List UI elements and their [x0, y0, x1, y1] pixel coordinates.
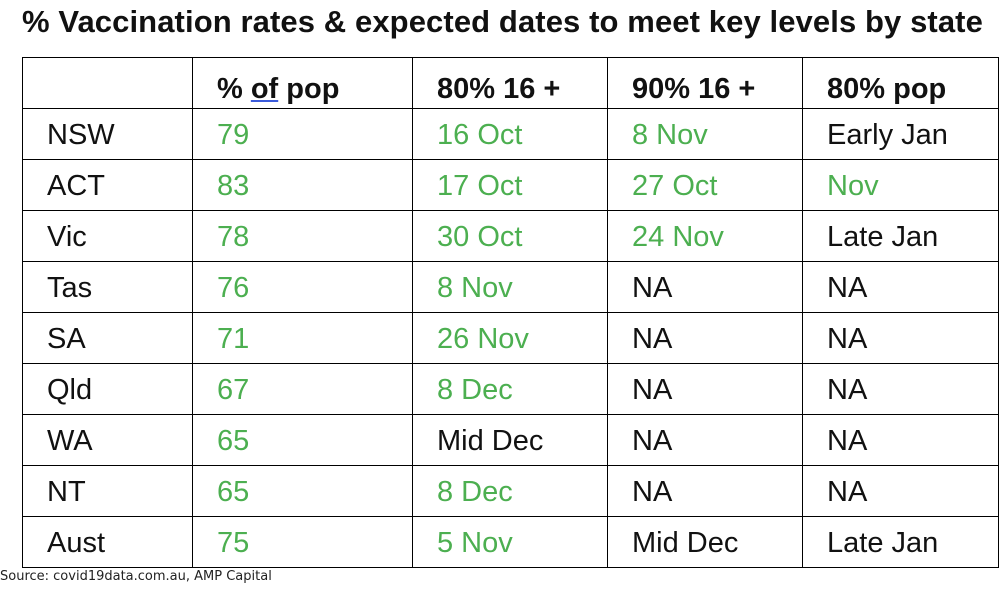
cell-state: NSW — [22, 108, 193, 160]
header-pct-post: pop — [278, 73, 340, 105]
cell-80-16plus: 17 Oct — [412, 159, 608, 211]
cell-state: NT — [22, 465, 193, 517]
cell-80-16plus: 8 Nov — [412, 261, 608, 313]
table-row: Vic 78 30 Oct 24 Nov Late Jan — [22, 210, 999, 262]
cell-80-pop: NA — [802, 261, 999, 313]
cell-80-16plus: 26 Nov — [412, 312, 608, 364]
cell-80-16plus: 8 Dec — [412, 465, 608, 517]
cell-80-16plus: 5 Nov — [412, 516, 608, 568]
cell-80-pop: Late Jan — [802, 210, 999, 262]
table-row: Qld 67 8 Dec NA NA — [22, 363, 999, 415]
cell-80-pop: Early Jan — [802, 108, 999, 160]
cell-pct-of-pop: 75 — [192, 516, 413, 568]
header-90-16plus: 90% 16 + — [607, 57, 803, 109]
cell-pct-of-pop: 65 — [192, 465, 413, 517]
header-pct-of: of — [250, 73, 279, 105]
cell-pct-of-pop: 71 — [192, 312, 413, 364]
header-80-16plus: 80% 16 + — [412, 57, 608, 109]
cell-pct-of-pop: 79 — [192, 108, 413, 160]
cell-90-16plus: NA — [607, 363, 803, 415]
header-state — [22, 57, 193, 109]
table-row: NT 65 8 Dec NA NA — [22, 465, 999, 517]
chart-title: % Vaccination rates & expected dates to … — [22, 4, 983, 39]
header-80-pop: 80% pop — [802, 57, 999, 109]
cell-80-16plus: 16 Oct — [412, 108, 608, 160]
cell-80-pop: Nov — [802, 159, 999, 211]
cell-pct-of-pop: 76 — [192, 261, 413, 313]
cell-90-16plus: NA — [607, 261, 803, 313]
cell-state: Tas — [22, 261, 193, 313]
cell-90-16plus: Mid Dec — [607, 516, 803, 568]
cell-pct-of-pop: 65 — [192, 414, 413, 466]
cell-90-16plus: NA — [607, 312, 803, 364]
cell-90-16plus: NA — [607, 414, 803, 466]
cell-state: Qld — [22, 363, 193, 415]
table-row: NSW 79 16 Oct 8 Nov Early Jan — [22, 108, 999, 160]
table-row: WA 65 Mid Dec NA NA — [22, 414, 999, 466]
cell-state: Aust — [22, 516, 193, 568]
cell-80-pop: NA — [802, 465, 999, 517]
cell-80-16plus: Mid Dec — [412, 414, 608, 466]
source-note: Source: covid19data.com.au, AMP Capital — [0, 569, 272, 584]
cell-pct-of-pop: 83 — [192, 159, 413, 211]
cell-80-pop: NA — [802, 312, 999, 364]
cell-state: Vic — [22, 210, 193, 262]
cell-90-16plus: 27 Oct — [607, 159, 803, 211]
table-row: Tas 76 8 Nov NA NA — [22, 261, 999, 313]
cell-80-pop: NA — [802, 363, 999, 415]
cell-90-16plus: 24 Nov — [607, 210, 803, 262]
cell-state: WA — [22, 414, 193, 466]
cell-80-16plus: 30 Oct — [412, 210, 608, 262]
header-pct-pre: % — [217, 73, 251, 105]
cell-80-pop: Late Jan — [802, 516, 999, 568]
cell-state: ACT — [22, 159, 193, 211]
cell-state: SA — [22, 312, 193, 364]
table-body: NSW 79 16 Oct 8 Nov Early Jan ACT 83 17 Oct 27 O… — [22, 108, 999, 568]
cell-pct-of-pop: 78 — [192, 210, 413, 262]
cell-90-16plus: 8 Nov — [607, 108, 803, 160]
header-pct-of-pop: % of pop — [192, 57, 413, 109]
cell-90-16plus: NA — [607, 465, 803, 517]
cell-80-16plus: 8 Dec — [412, 363, 608, 415]
table-row: ACT 83 17 Oct 27 Oct Nov — [22, 159, 999, 211]
table-row: Aust 75 5 Nov Mid Dec Late Jan — [22, 516, 999, 568]
vaccination-table: % of pop 80% 16 + 90% 16 + 80% pop NSW 79… — [22, 57, 999, 568]
cell-80-pop: NA — [802, 414, 999, 466]
table-header-row: % of pop 80% 16 + 90% 16 + 80% pop — [22, 57, 999, 109]
cell-pct-of-pop: 67 — [192, 363, 413, 415]
table-row: SA 71 26 Nov NA NA — [22, 312, 999, 364]
